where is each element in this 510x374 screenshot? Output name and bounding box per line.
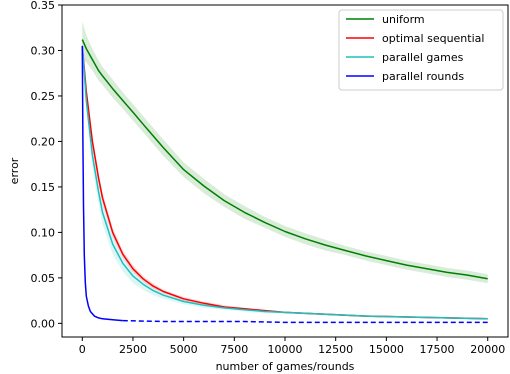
x-tick-label: 2500 xyxy=(119,343,147,356)
x-tick-label: 7500 xyxy=(220,343,248,356)
y-tick-label: 0.30 xyxy=(31,44,56,57)
x-tick-label: 5000 xyxy=(170,343,198,356)
legend-label-optimal-sequential: optimal sequential xyxy=(382,32,484,45)
y-tick-label: 0.35 xyxy=(31,0,56,12)
parallel-games-line xyxy=(81,45,488,320)
parallel-rounds-dashed-line xyxy=(122,319,488,324)
y-tick-label: 0.10 xyxy=(31,226,56,239)
x-tick-label: 12500 xyxy=(318,343,353,356)
y-axis-label: error xyxy=(8,157,21,184)
x-tick-label: 15000 xyxy=(369,343,404,356)
y-tick-label: 0.20 xyxy=(31,135,56,148)
legend-label-parallel-games: parallel games xyxy=(382,51,464,64)
x-axis-label: number of games/rounds xyxy=(216,360,355,373)
uniform-line xyxy=(81,39,488,280)
y-tick-label: 0.05 xyxy=(31,272,56,285)
legend-label-parallel-rounds: parallel rounds xyxy=(382,70,464,83)
y-axis: 0.00 0.05 0.10 0.15 0.20 0.25 0.30 0.35 xyxy=(31,0,62,330)
parallel-rounds-line xyxy=(81,45,123,322)
legend-label-uniform: uniform xyxy=(382,13,425,26)
y-tick-label: 0.25 xyxy=(31,90,56,103)
y-tick-label: 0.00 xyxy=(31,317,56,330)
x-tick-label: 0 xyxy=(79,343,86,356)
y-tick-label: 0.15 xyxy=(31,181,56,194)
legend: uniform optimal sequential parallel games p… xyxy=(338,9,504,91)
x-tick-label: 17500 xyxy=(420,343,455,356)
x-tick-label: 10000 xyxy=(268,343,303,356)
legend-box xyxy=(338,9,504,91)
x-axis: 0 2500 5000 7500 10000 12500 15000 17500 20000 xyxy=(79,337,505,356)
x-tick-label: 20000 xyxy=(470,343,505,356)
series-lines xyxy=(81,39,488,324)
